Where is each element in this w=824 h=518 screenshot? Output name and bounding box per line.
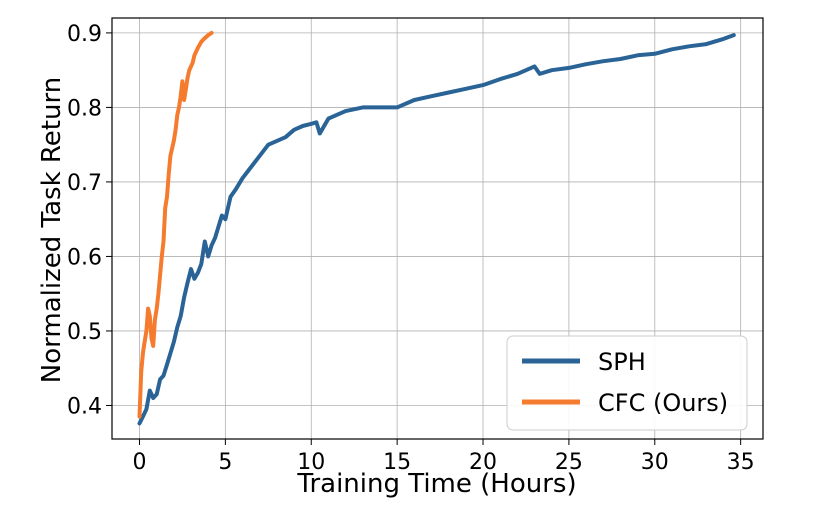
series-line-sph (137, 33, 736, 426)
x-tick-label: 5 (218, 450, 232, 475)
x-tick-label: 20 (469, 450, 497, 475)
grid (112, 18, 763, 439)
x-tick-label: 10 (297, 450, 325, 475)
x-axis-ticks: 0 5 10 15 20 25 30 35 (132, 439, 755, 475)
y-axis-label: Normalized Task Return (37, 77, 67, 383)
y-axis-ticks: 0.4 0.5 0.6 0.7 0.8 0.9 (67, 22, 112, 419)
x-tick-label: 15 (383, 450, 411, 475)
x-tick-label: 0 (132, 450, 146, 475)
x-tick-label: 30 (641, 450, 669, 475)
x-tick-label: 25 (555, 450, 583, 475)
y-tick-label: 0.4 (67, 394, 102, 419)
legend-label-sph: SPH (598, 348, 646, 376)
series-line-cfc (137, 30, 214, 419)
plot-frame (111, 17, 764, 440)
legend-label-cfc: CFC (Ours) (598, 389, 728, 417)
y-tick-label: 0.5 (67, 320, 102, 345)
y-tick-label: 0.7 (67, 171, 102, 196)
x-axis-label: Training Time (Hours) (296, 469, 576, 499)
y-tick-label: 0.8 (67, 96, 102, 121)
x-tick-label: 35 (727, 450, 755, 475)
legend: SPH CFC (Ours) (506, 335, 748, 431)
series-lines (137, 30, 736, 426)
y-tick-label: 0.9 (67, 22, 102, 47)
y-tick-label: 0.6 (67, 245, 102, 270)
